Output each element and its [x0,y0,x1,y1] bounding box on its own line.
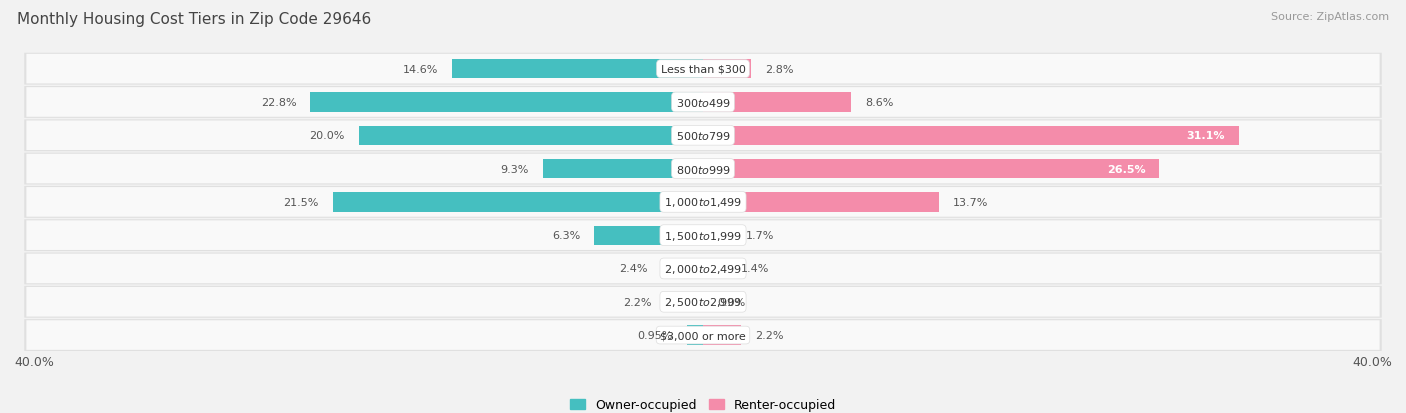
FancyBboxPatch shape [24,87,1382,119]
Bar [662,259,703,278]
Text: $2,500 to $2,999: $2,500 to $2,999 [664,296,742,309]
FancyBboxPatch shape [24,187,1382,218]
Text: 13.7%: 13.7% [953,197,988,207]
Bar [703,93,851,112]
Bar [703,126,1239,145]
Bar [703,193,939,212]
Text: 21.5%: 21.5% [284,197,319,207]
Bar [359,126,703,145]
FancyBboxPatch shape [27,320,1379,350]
FancyBboxPatch shape [27,188,1379,217]
FancyBboxPatch shape [27,221,1379,250]
FancyBboxPatch shape [24,120,1382,152]
Text: $800 to $999: $800 to $999 [675,163,731,175]
Bar [703,226,733,245]
Text: 0.95%: 0.95% [637,330,673,340]
FancyBboxPatch shape [24,253,1382,285]
Text: 2.8%: 2.8% [765,64,793,74]
Text: 6.3%: 6.3% [553,230,581,241]
Text: 20.0%: 20.0% [309,131,344,141]
FancyBboxPatch shape [27,154,1379,184]
Text: $300 to $499: $300 to $499 [675,97,731,109]
Bar [703,159,1160,179]
FancyBboxPatch shape [24,220,1382,252]
Bar [665,292,703,312]
Bar [686,325,703,345]
Text: $1,000 to $1,499: $1,000 to $1,499 [664,196,742,209]
Text: 40.0%: 40.0% [14,355,53,368]
Text: $500 to $799: $500 to $799 [675,130,731,142]
Text: 22.8%: 22.8% [262,98,297,108]
FancyBboxPatch shape [27,121,1379,151]
Text: 26.5%: 26.5% [1107,164,1146,174]
Text: Source: ZipAtlas.com: Source: ZipAtlas.com [1271,12,1389,22]
Bar [703,325,741,345]
Legend: Owner-occupied, Renter-occupied: Owner-occupied, Renter-occupied [565,393,841,413]
Text: 14.6%: 14.6% [402,64,437,74]
Text: $1,500 to $1,999: $1,500 to $1,999 [664,229,742,242]
Text: 8.6%: 8.6% [865,98,893,108]
Bar [333,193,703,212]
Text: 9.3%: 9.3% [501,164,529,174]
FancyBboxPatch shape [27,287,1379,317]
Text: 31.1%: 31.1% [1187,131,1225,141]
Text: 40.0%: 40.0% [1353,355,1392,368]
FancyBboxPatch shape [27,55,1379,84]
Text: $2,000 to $2,499: $2,000 to $2,499 [664,262,742,275]
Text: Less than $300: Less than $300 [661,64,745,74]
Bar [595,226,703,245]
FancyBboxPatch shape [27,88,1379,117]
Bar [703,60,751,79]
Text: 2.2%: 2.2% [623,297,651,307]
Text: $3,000 or more: $3,000 or more [661,330,745,340]
Text: 2.2%: 2.2% [755,330,783,340]
Text: 1.7%: 1.7% [747,230,775,241]
Text: 1.4%: 1.4% [741,264,769,274]
Bar [543,159,703,179]
Bar [451,60,703,79]
Text: 0.0%: 0.0% [717,297,745,307]
FancyBboxPatch shape [24,319,1382,351]
Bar [311,93,703,112]
Text: Monthly Housing Cost Tiers in Zip Code 29646: Monthly Housing Cost Tiers in Zip Code 2… [17,12,371,27]
FancyBboxPatch shape [24,153,1382,185]
Bar [703,259,727,278]
FancyBboxPatch shape [24,286,1382,318]
FancyBboxPatch shape [27,254,1379,284]
Text: 2.4%: 2.4% [620,264,648,274]
FancyBboxPatch shape [24,54,1382,85]
